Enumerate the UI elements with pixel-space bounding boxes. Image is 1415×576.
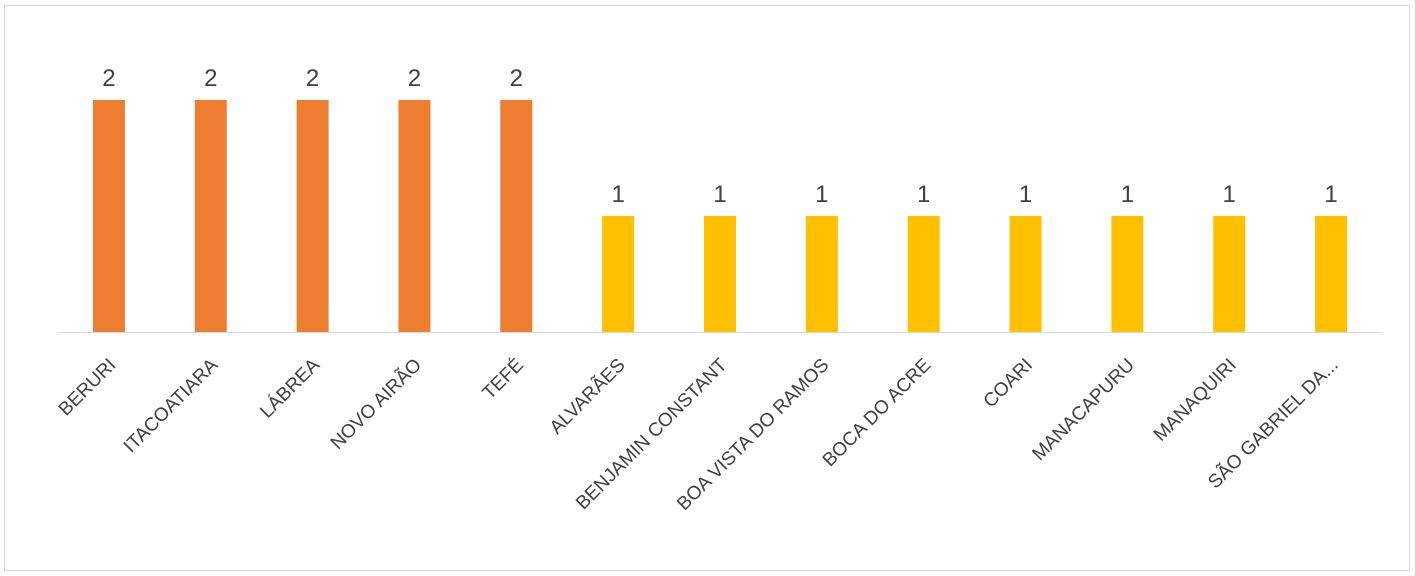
x-tick-label-9: BOCA DO ACRE xyxy=(819,355,935,471)
data-label-5: 2 xyxy=(510,65,523,92)
data-label-11: 1 xyxy=(1121,181,1134,208)
bars-group xyxy=(92,100,1348,332)
bar-3 xyxy=(296,100,329,332)
x-tick-label-6: ALVARÃES xyxy=(545,354,630,439)
bar-9 xyxy=(907,216,940,332)
bar-10 xyxy=(1009,216,1042,332)
x-tick-label-5: TEFÉ xyxy=(479,355,528,404)
bar-6 xyxy=(602,216,635,332)
bar-13 xyxy=(1315,216,1348,332)
x-tick-label-12: MANAQUIRI xyxy=(1150,355,1241,446)
data-label-1: 2 xyxy=(102,65,115,92)
x-tick-label-4: NOVO AIRÃO xyxy=(326,354,426,454)
x-tick-label-11: MANACAPURU xyxy=(1029,355,1139,465)
data-labels-group: 2 2 2 2 2 1 1 1 1 1 1 1 1 xyxy=(102,65,1338,208)
data-label-9: 1 xyxy=(917,181,930,208)
x-tick-label-3: LÁBREA xyxy=(256,354,324,422)
data-label-10: 1 xyxy=(1019,181,1032,208)
data-label-13: 1 xyxy=(1324,181,1337,208)
bar-4 xyxy=(398,100,431,332)
x-tick-label-2: ITACOATIARA xyxy=(120,354,223,457)
data-label-2: 2 xyxy=(204,65,217,92)
data-label-12: 1 xyxy=(1223,181,1236,208)
bar-5 xyxy=(500,100,533,332)
x-tick-labels-group: BERURI ITACOATIARA LÁBREA NOVO AIRÃO TEFÉ ALV… xyxy=(55,354,1343,515)
data-label-4: 2 xyxy=(408,65,421,92)
bar-1 xyxy=(92,100,125,332)
data-label-8: 1 xyxy=(815,181,828,208)
x-tick-label-10: COARI xyxy=(980,355,1037,412)
bar-12 xyxy=(1213,216,1246,332)
x-tick-label-1: BERURI xyxy=(55,355,121,421)
data-label-6: 1 xyxy=(611,181,624,208)
data-label-7: 1 xyxy=(713,181,726,208)
bar-8 xyxy=(805,216,838,332)
bar-11 xyxy=(1111,216,1144,332)
data-label-3: 2 xyxy=(306,65,319,92)
bar-2 xyxy=(194,100,227,332)
bar-7 xyxy=(704,216,736,332)
